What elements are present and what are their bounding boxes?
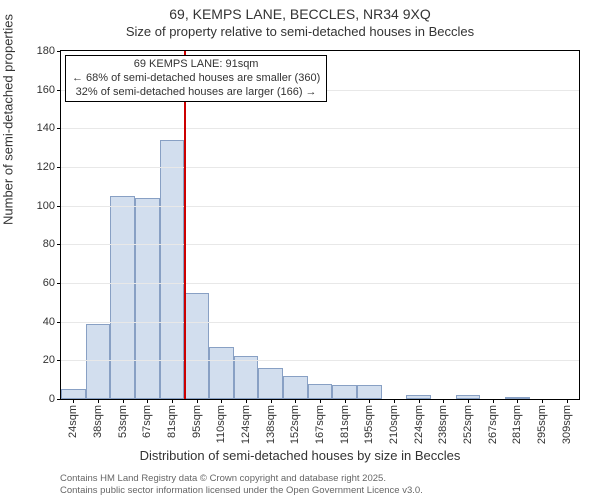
chart-container: 69, KEMPS LANE, BECCLES, NR34 9XQ Size o… bbox=[0, 0, 600, 500]
reference-line bbox=[184, 51, 186, 399]
x-tick-label: 38sqm bbox=[92, 405, 104, 438]
chart-title: 69, KEMPS LANE, BECCLES, NR34 9XQ bbox=[0, 0, 600, 24]
x-tick-label: 309sqm bbox=[561, 405, 573, 444]
bar bbox=[234, 356, 259, 399]
x-tick-label: 252sqm bbox=[462, 405, 474, 444]
x-tick-label: 281sqm bbox=[511, 405, 523, 444]
x-tick-label: 181sqm bbox=[339, 405, 351, 444]
y-tick-label: 140 bbox=[37, 122, 55, 134]
bar bbox=[135, 198, 160, 399]
bar bbox=[283, 376, 308, 399]
x-tick-label: 53sqm bbox=[117, 405, 129, 438]
footer-text: Contains HM Land Registry data © Crown c… bbox=[60, 473, 423, 496]
x-tick-label: 124sqm bbox=[240, 405, 252, 444]
y-tick-label: 0 bbox=[49, 393, 55, 405]
plot-area: 020406080100120140160180 24sqm38sqm53sqm… bbox=[60, 50, 580, 400]
y-tick-label: 180 bbox=[37, 45, 55, 57]
annotation-line1: 69 KEMPS LANE: 91sqm bbox=[72, 58, 320, 72]
bar bbox=[308, 384, 333, 399]
bar bbox=[209, 347, 234, 399]
footer-line2: Contains public sector information licen… bbox=[60, 485, 423, 496]
y-axis-label: Number of semi-detached properties bbox=[1, 14, 16, 225]
y-tick-label: 120 bbox=[37, 161, 55, 173]
annotation-line3: 32% of semi-detached houses are larger (… bbox=[72, 86, 320, 100]
x-tick-label: 24sqm bbox=[67, 405, 79, 438]
x-tick-label: 138sqm bbox=[265, 405, 277, 444]
x-tick-label: 95sqm bbox=[191, 405, 203, 438]
y-tick-label: 40 bbox=[43, 316, 55, 328]
bar bbox=[258, 368, 283, 399]
y-tick-label: 80 bbox=[43, 238, 55, 250]
y-tick-label: 60 bbox=[43, 277, 55, 289]
bar bbox=[110, 196, 135, 399]
bar bbox=[61, 389, 86, 399]
x-tick-label: 224sqm bbox=[413, 405, 425, 444]
bar bbox=[357, 385, 382, 399]
annotation-line2: ← 68% of semi-detached houses are smalle… bbox=[72, 72, 320, 86]
y-tick-label: 100 bbox=[37, 200, 55, 212]
y-tick-label: 20 bbox=[43, 354, 55, 366]
x-tick-label: 195sqm bbox=[363, 405, 375, 444]
chart-subtitle: Size of property relative to semi-detach… bbox=[0, 24, 600, 40]
x-tick-label: 210sqm bbox=[388, 405, 400, 444]
x-tick-label: 238sqm bbox=[437, 405, 449, 444]
x-tick-label: 152sqm bbox=[289, 405, 301, 444]
x-tick-label: 110sqm bbox=[215, 405, 227, 443]
x-tick-label: 267sqm bbox=[487, 405, 499, 444]
y-tick-label: 160 bbox=[37, 84, 55, 96]
annotation-box: 69 KEMPS LANE: 91sqm ← 68% of semi-detac… bbox=[65, 55, 327, 102]
x-tick-label: 67sqm bbox=[141, 405, 153, 438]
footer-line1: Contains HM Land Registry data © Crown c… bbox=[60, 473, 423, 484]
x-tick-label: 167sqm bbox=[314, 405, 326, 444]
bar bbox=[184, 293, 209, 399]
x-tick-label: 295sqm bbox=[536, 405, 548, 444]
x-tick-label: 81sqm bbox=[166, 405, 178, 438]
bar bbox=[332, 385, 357, 399]
x-axis-label: Distribution of semi-detached houses by … bbox=[0, 448, 600, 463]
